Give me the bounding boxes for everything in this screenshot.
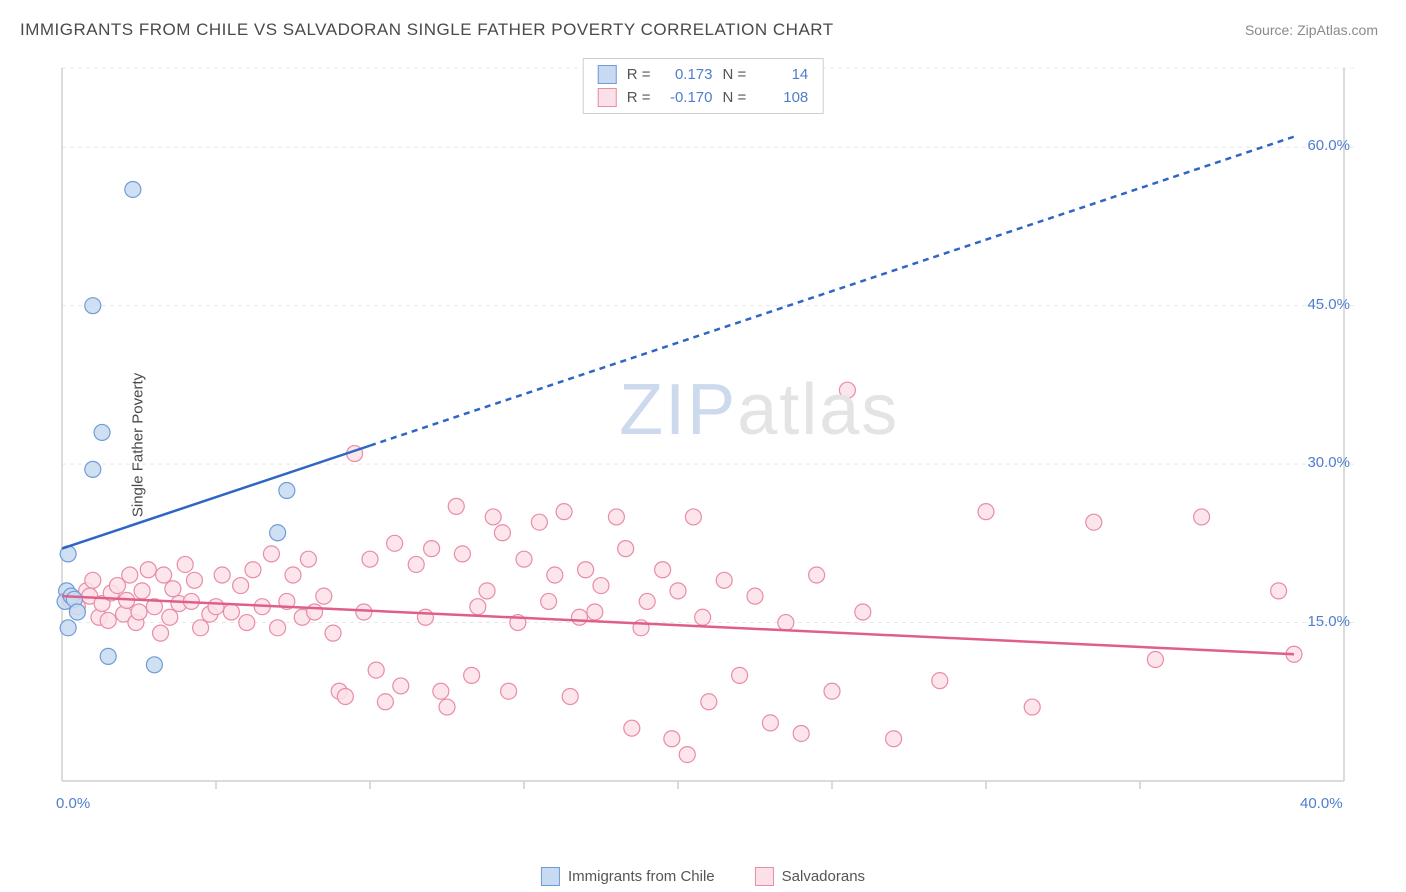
r-label: R =	[627, 66, 651, 83]
legend-label: Immigrants from Chile	[568, 868, 715, 885]
y-tick-label: 15.0%	[1307, 613, 1350, 630]
x-tick-label: 40.0%	[1300, 795, 1343, 812]
correlation-legend: R = 0.173 N = 14 R = -0.170 N = 108	[583, 58, 824, 114]
legend-item-salvadoran: Salvadorans	[755, 867, 865, 886]
y-tick-label: 60.0%	[1307, 137, 1350, 154]
r-label: R =	[627, 89, 651, 106]
plot-area: Single Father Poverty 15.0% 30.0% 45.0% 60.…	[52, 58, 1354, 831]
series-legend: Immigrants from Chile Salvadorans	[541, 867, 865, 886]
r-value: 0.173	[661, 66, 713, 83]
chart-container: IMMIGRANTS FROM CHILE VS SALVADORAN SING…	[0, 0, 1406, 892]
y-tick-label: 30.0%	[1307, 454, 1350, 471]
legend-row-salvadoran: R = -0.170 N = 108	[598, 86, 809, 109]
r-value: -0.170	[661, 89, 713, 106]
swatch-salvadoran-icon	[755, 867, 774, 886]
chart-title: IMMIGRANTS FROM CHILE VS SALVADORAN SING…	[20, 20, 834, 40]
swatch-chile-icon	[541, 867, 560, 886]
legend-row-chile: R = 0.173 N = 14	[598, 63, 809, 86]
y-tick-label: 45.0%	[1307, 296, 1350, 313]
scatter-svg	[52, 58, 1354, 831]
n-label: N =	[723, 66, 747, 83]
source-label: Source: ZipAtlas.com	[1245, 22, 1378, 38]
x-tick-label: 0.0%	[56, 795, 90, 812]
y-axis-label: Single Father Poverty	[130, 372, 147, 516]
n-label: N =	[723, 89, 747, 106]
legend-label: Salvadorans	[782, 868, 865, 885]
swatch-chile-icon	[598, 65, 617, 84]
n-value: 14	[756, 66, 808, 83]
n-value: 108	[756, 89, 808, 106]
legend-item-chile: Immigrants from Chile	[541, 867, 715, 886]
swatch-salvadoran-icon	[598, 88, 617, 107]
